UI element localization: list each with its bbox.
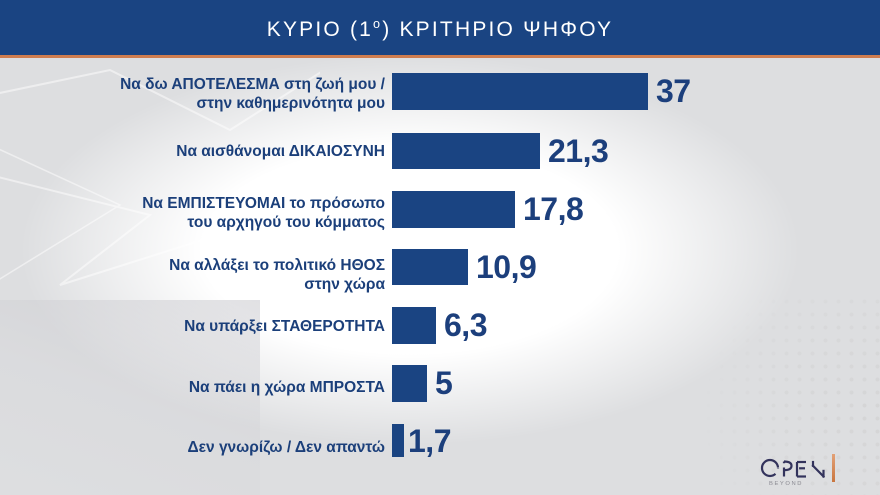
svg-text:BEYOND: BEYOND bbox=[769, 481, 803, 486]
